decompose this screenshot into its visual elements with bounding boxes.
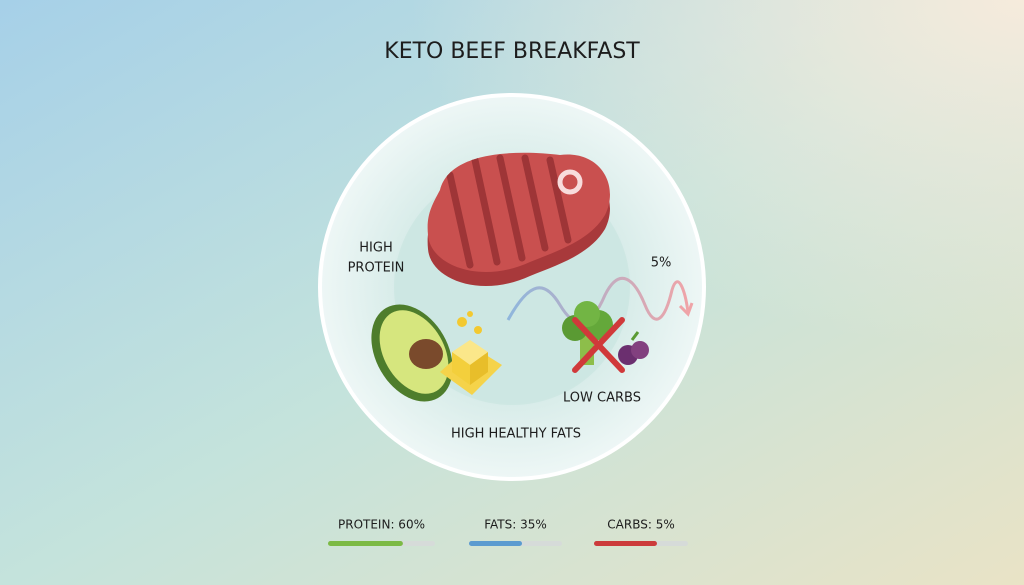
macro-fill [594,541,657,546]
carbs-label: LOW CARBS [563,391,641,406]
macro-bars: PROTEIN: 60% FATS: 35% CARBS: 5% [328,518,688,546]
berries [618,331,649,365]
butter [440,311,502,395]
macro-fill [328,541,403,546]
macro-fill [469,541,523,546]
macro-label: PROTEIN: 60% [338,518,425,532]
fats-label: HIGH HEALTHY FATS [451,427,581,442]
steak [427,152,610,286]
protein-label: PROTEIN [348,261,405,276]
cross-mark [572,317,625,373]
carbs-trend: 5% [651,256,672,271]
avocado [371,304,453,402]
macro-label: CARBS: 5% [607,518,674,532]
title: KETO BEEF BREAKFAST [384,39,640,64]
protein-label: HIGH [359,241,392,256]
trend-wave [506,276,694,324]
macro-label: FATS: 35% [484,518,547,532]
